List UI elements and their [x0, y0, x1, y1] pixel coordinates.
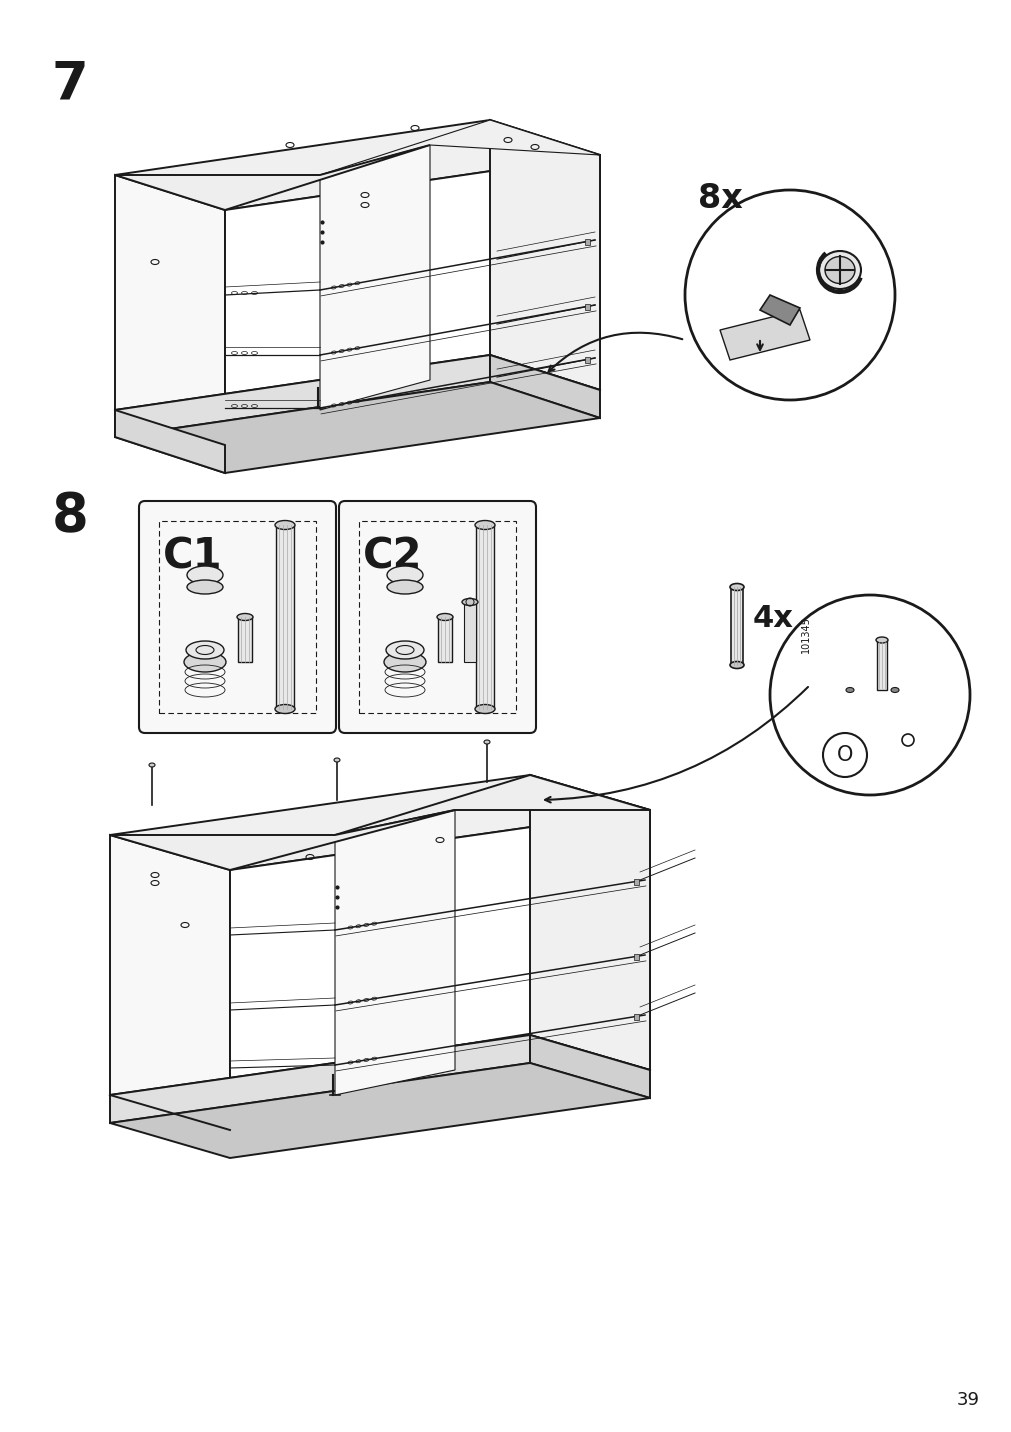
- Bar: [276, 526, 294, 709]
- Bar: [463, 601, 475, 662]
- Bar: [730, 587, 742, 664]
- Ellipse shape: [845, 687, 853, 693]
- Ellipse shape: [729, 583, 743, 590]
- Ellipse shape: [275, 520, 295, 530]
- Bar: [475, 526, 493, 709]
- Bar: [238, 617, 252, 662]
- Ellipse shape: [890, 687, 898, 693]
- Ellipse shape: [184, 652, 225, 672]
- Bar: [584, 304, 589, 309]
- Ellipse shape: [437, 613, 453, 620]
- Text: C1: C1: [163, 536, 222, 577]
- Polygon shape: [224, 155, 600, 445]
- Polygon shape: [110, 1063, 649, 1158]
- Polygon shape: [719, 309, 809, 359]
- Ellipse shape: [149, 763, 155, 768]
- Ellipse shape: [386, 580, 423, 594]
- Bar: [438, 617, 452, 662]
- Polygon shape: [115, 355, 489, 437]
- Ellipse shape: [462, 599, 477, 606]
- FancyBboxPatch shape: [339, 501, 536, 733]
- Text: 101345: 101345: [801, 616, 810, 653]
- Ellipse shape: [474, 520, 494, 530]
- Ellipse shape: [474, 705, 494, 713]
- Polygon shape: [115, 145, 430, 211]
- Polygon shape: [229, 811, 649, 1130]
- Ellipse shape: [729, 662, 743, 669]
- Bar: [633, 1014, 638, 1020]
- Polygon shape: [110, 1035, 530, 1123]
- Ellipse shape: [483, 740, 489, 745]
- Ellipse shape: [383, 652, 426, 672]
- Ellipse shape: [385, 642, 424, 659]
- FancyBboxPatch shape: [139, 501, 336, 733]
- Polygon shape: [115, 382, 600, 473]
- Polygon shape: [110, 811, 455, 871]
- Circle shape: [684, 190, 894, 400]
- Ellipse shape: [237, 613, 253, 620]
- Polygon shape: [115, 120, 600, 211]
- Ellipse shape: [386, 566, 423, 584]
- Ellipse shape: [876, 637, 887, 643]
- Polygon shape: [115, 410, 224, 473]
- Polygon shape: [759, 295, 800, 325]
- Polygon shape: [489, 120, 600, 390]
- Ellipse shape: [187, 566, 222, 584]
- Bar: [584, 239, 589, 245]
- Ellipse shape: [275, 705, 295, 713]
- Polygon shape: [530, 775, 649, 1070]
- Polygon shape: [115, 175, 224, 445]
- Polygon shape: [335, 775, 649, 835]
- Ellipse shape: [824, 256, 854, 284]
- Text: C2: C2: [363, 536, 422, 577]
- Text: 39: 39: [955, 1390, 979, 1409]
- Ellipse shape: [334, 758, 340, 762]
- Bar: [877, 640, 886, 690]
- Text: 7: 7: [52, 59, 89, 110]
- Polygon shape: [319, 120, 600, 175]
- Polygon shape: [319, 145, 430, 410]
- Polygon shape: [489, 355, 600, 418]
- Ellipse shape: [818, 251, 860, 289]
- Polygon shape: [335, 811, 455, 1095]
- Text: 8: 8: [52, 490, 89, 541]
- Polygon shape: [110, 835, 229, 1130]
- Text: O: O: [836, 745, 852, 765]
- Bar: [633, 878, 638, 885]
- Polygon shape: [530, 1035, 649, 1098]
- Text: 4x: 4x: [752, 603, 793, 633]
- Polygon shape: [110, 775, 649, 871]
- Circle shape: [769, 596, 969, 795]
- Ellipse shape: [187, 580, 222, 594]
- Ellipse shape: [186, 642, 223, 659]
- Text: 8x: 8x: [698, 182, 742, 215]
- Bar: [584, 357, 589, 362]
- Bar: [633, 954, 638, 959]
